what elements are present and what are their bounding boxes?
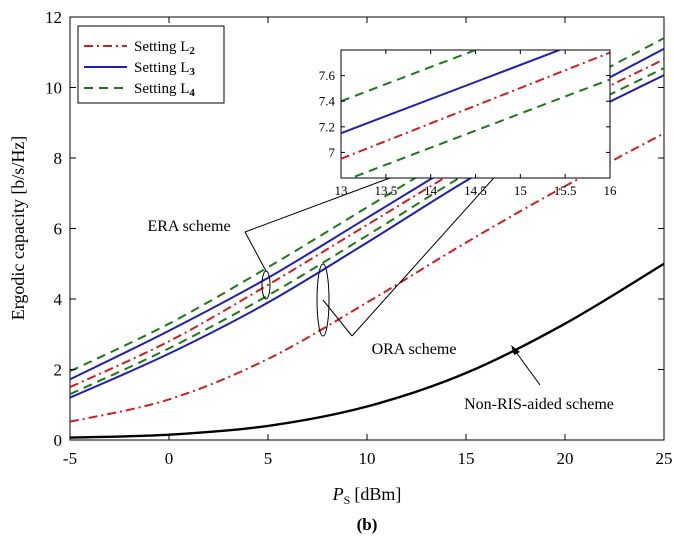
main-ytick-label: 8 bbox=[54, 149, 63, 168]
main-ytick-label: 12 bbox=[45, 8, 62, 27]
main-ytick-label: 4 bbox=[54, 290, 63, 309]
x-axis-label: PS [dBm] bbox=[332, 484, 402, 507]
inset-series-line-2 bbox=[341, 51, 610, 160]
legend-label-l2: Setting L2 bbox=[134, 39, 195, 57]
main-series-line-5 bbox=[70, 132, 664, 423]
main-xtick-label: 0 bbox=[165, 449, 174, 468]
inset-xtick-label: 15 bbox=[514, 183, 527, 198]
inset-ytick-label: 7.6 bbox=[319, 68, 336, 83]
legend-box bbox=[77, 25, 225, 104]
nonris-scheme-label: Non-RIS-aided scheme bbox=[464, 396, 614, 413]
main-ytick-label: 6 bbox=[54, 220, 63, 239]
legend: Setting L2 Setting L3 Setting L4 bbox=[77, 25, 225, 104]
nonris-leader bbox=[512, 347, 541, 386]
main-xtick-label: 20 bbox=[557, 449, 574, 468]
main-xtick-label: 15 bbox=[458, 449, 475, 468]
main-ytick-label: 0 bbox=[54, 431, 63, 450]
main-xtick-label: 5 bbox=[264, 449, 273, 468]
ora-leader-1 bbox=[322, 299, 353, 337]
inset-frame bbox=[340, 49, 611, 179]
inset-ytick-label: 7.2 bbox=[319, 119, 335, 134]
main-xtick-label: 25 bbox=[656, 449, 673, 468]
main-series-line-2 bbox=[70, 58, 664, 389]
inset-xtick-label: 16 bbox=[604, 183, 618, 198]
nonris-arrowhead bbox=[511, 345, 520, 355]
main-series-line-0 bbox=[70, 37, 664, 373]
era-leader-1 bbox=[244, 231, 267, 272]
legend-label-l3: Setting L3 bbox=[134, 60, 195, 78]
main-xtick-label: 10 bbox=[359, 449, 376, 468]
era-leader-2 bbox=[244, 171, 407, 233]
era-scheme-label: ERA scheme bbox=[147, 218, 230, 235]
y-axis-label: Ergodic capacity [b/s/Hz] bbox=[8, 136, 28, 321]
main-ytick-label: 2 bbox=[54, 361, 63, 380]
inset-series-group bbox=[341, 50, 610, 178]
main-xtick-label: -5 bbox=[63, 449, 77, 468]
inset-ytick-label: 7.4 bbox=[319, 94, 336, 109]
ora-ellipse bbox=[316, 263, 330, 337]
figure-caption: (b) bbox=[357, 515, 378, 534]
inset-xtick-label: 14.5 bbox=[464, 183, 487, 198]
ora-scheme-label: ORA scheme bbox=[372, 341, 457, 358]
inset-xtick-label: 15.5 bbox=[554, 183, 577, 198]
inset-xtick-label: 14 bbox=[424, 183, 438, 198]
main-ytick-label: 10 bbox=[45, 79, 62, 98]
legend-label-l4: Setting L4 bbox=[134, 81, 195, 99]
inset-series-line-3 bbox=[348, 78, 610, 178]
inset-xtick-label: 13 bbox=[335, 183, 348, 198]
inset-series-line-1 bbox=[341, 50, 563, 135]
inset-ytick-label: 7 bbox=[329, 145, 336, 160]
inset-xtick-label: 13.5 bbox=[374, 183, 397, 198]
main-series-line-3 bbox=[70, 67, 664, 396]
inset-tick-group: 13 13.5 14 14.5 15 15.5 16 7 7.2 7.4 7.6 bbox=[319, 50, 617, 198]
